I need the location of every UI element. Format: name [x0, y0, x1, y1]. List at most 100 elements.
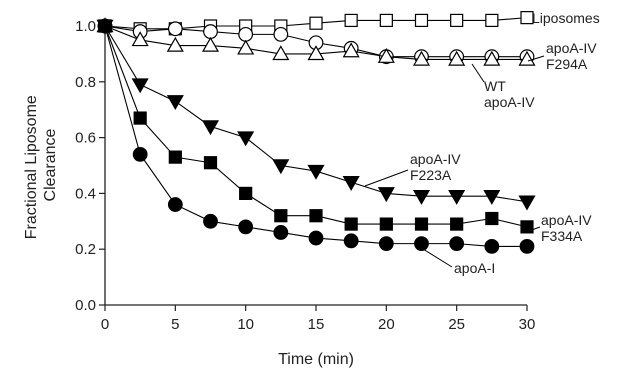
series-label-line: F294A	[546, 56, 588, 72]
series-label-line: F334A	[541, 228, 583, 244]
data-point	[237, 131, 255, 147]
y-tick-label: 0.8	[75, 74, 96, 91]
x-tick-label: 20	[378, 316, 395, 333]
series-label-line: apoA-I	[454, 260, 495, 276]
x-tick-label: 25	[448, 316, 465, 333]
data-point	[414, 217, 429, 231]
y-axis-title-line-1: Fractional Liposome	[23, 95, 40, 239]
series-label-text: apoA-IV F223A	[410, 151, 461, 183]
series-label-apoa-i: apoA-I	[422, 248, 495, 276]
x-axis-title: Time (min)	[278, 351, 354, 368]
label-leader-line	[364, 169, 409, 187]
data-point	[272, 159, 290, 175]
y-ticks: 0.0 0.2 0.4 0.6 0.8 1.0	[75, 18, 105, 314]
data-point	[414, 236, 429, 252]
y-tick-label: 0.2	[75, 241, 96, 258]
x-tick-label: 10	[237, 316, 254, 333]
data-point	[377, 187, 395, 203]
x-ticks: 0 5 10 15 20 25 30	[101, 305, 536, 333]
y-tick-label: 0.0	[75, 297, 96, 314]
series-label-line: WT	[484, 78, 506, 94]
series-label-text: apoA-IV F294A	[546, 40, 597, 72]
data-point	[203, 24, 218, 39]
data-point	[379, 13, 393, 28]
data-point	[166, 36, 184, 52]
data-point	[307, 164, 325, 180]
series-label-line: apoA-IV	[546, 40, 597, 56]
data-point	[519, 239, 535, 254]
data-point	[379, 217, 393, 231]
data-point	[520, 220, 534, 234]
data-point	[485, 211, 499, 226]
data-point	[518, 50, 536, 66]
data-point	[342, 42, 360, 58]
data-point	[133, 111, 147, 125]
y-tick-label: 0.4	[75, 185, 96, 202]
series-label-line: F223A	[410, 167, 452, 183]
data-point	[344, 13, 358, 28]
axes: 0 5 10 15 20 25 30 0.0 0.2 0.4 0.6 0.8 1.0	[75, 18, 535, 333]
series-label-apoa-iv-f334a: apoA-IV F334A	[525, 212, 592, 244]
data-point	[167, 21, 183, 37]
data-point	[238, 219, 254, 235]
series-wt-apoa-iv	[96, 17, 536, 66]
series-label-apoa-iv-f223a: apoA-IV F223A	[364, 151, 461, 187]
data-point	[97, 18, 113, 34]
data-point	[343, 233, 359, 249]
data-point	[238, 26, 254, 42]
data-point	[448, 189, 466, 205]
data-point	[167, 197, 183, 212]
series-layer	[96, 11, 536, 254]
series-label-text: apoA-IV F334A	[541, 212, 592, 244]
label-leader-line	[527, 55, 545, 62]
data-point	[378, 236, 394, 252]
data-point	[272, 45, 290, 61]
label-leader-line	[422, 248, 453, 268]
data-point	[483, 189, 501, 205]
x-tick-label: 15	[308, 316, 325, 333]
data-point	[274, 209, 288, 223]
data-point	[307, 45, 325, 61]
data-point	[131, 78, 149, 94]
data-point	[485, 13, 499, 28]
data-point	[484, 239, 500, 254]
data-point	[450, 217, 464, 231]
data-point	[449, 236, 465, 252]
data-point	[166, 95, 184, 111]
data-point	[412, 189, 431, 205]
series-liposomes	[98, 11, 534, 36]
data-point	[450, 13, 464, 28]
series-apoa-iv-f223a	[96, 19, 536, 211]
y-axis-title-line-2: Clearance	[42, 128, 59, 201]
series-label-liposomes: Liposomes	[532, 10, 600, 26]
y-axis-title: Fractional Liposome Clearance	[23, 91, 59, 240]
x-tick-label: 30	[519, 316, 536, 333]
y-tick-label: 1.0	[75, 18, 96, 35]
data-point	[239, 186, 253, 200]
series-label-wt-apoa-iv: WT apoA-IV	[471, 63, 535, 110]
data-point	[448, 50, 466, 66]
data-point	[520, 11, 534, 25]
x-tick-label: 0	[101, 316, 109, 333]
series-label-line: apoA-IV	[410, 151, 461, 167]
data-point	[309, 209, 323, 223]
data-point	[414, 13, 429, 28]
data-point	[412, 50, 431, 66]
series-apoa-i	[97, 18, 535, 254]
series-label-text: Liposomes	[532, 10, 600, 26]
data-point	[308, 230, 324, 246]
data-point	[131, 31, 149, 47]
data-point	[273, 225, 289, 240]
data-point	[237, 39, 255, 55]
x-tick-label: 5	[171, 316, 179, 333]
data-point	[168, 150, 182, 164]
data-point	[201, 120, 220, 136]
label-leader-line	[471, 63, 485, 83]
series-label-line: apoA-IV	[484, 94, 535, 110]
data-point	[203, 213, 218, 229]
data-point	[309, 16, 323, 30]
data-point	[203, 156, 218, 170]
data-point	[518, 195, 536, 211]
